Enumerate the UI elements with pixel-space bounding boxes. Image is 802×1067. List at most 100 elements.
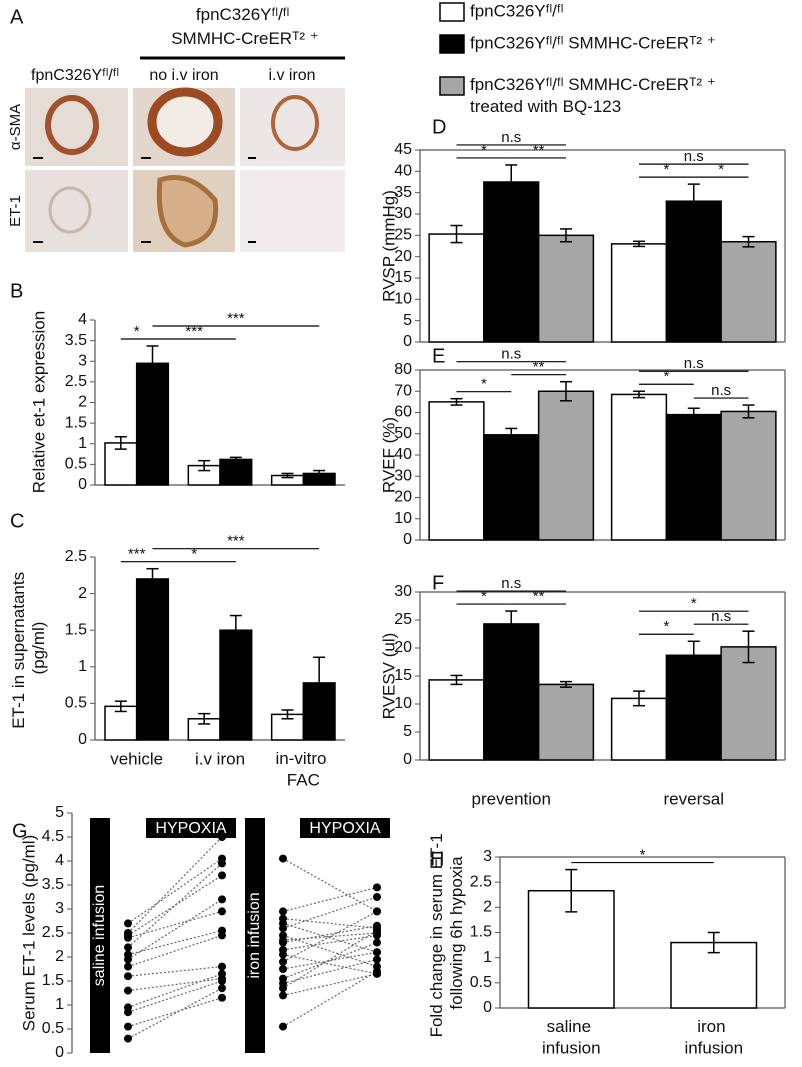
bar <box>610 243 668 343</box>
error-bar <box>450 674 463 686</box>
error-bar <box>114 700 127 713</box>
y-axis-title: Fold change in serum ET-1 following 6h h… <box>427 829 466 1038</box>
y-tick-label: 10 <box>394 510 412 527</box>
point <box>373 938 381 947</box>
y-tick-label: 20 <box>394 639 412 656</box>
legend-label: fpnC326Yᶠˡ/ᶠˡ <box>470 1 563 20</box>
y-tick-label: 1.5 <box>65 621 87 638</box>
error-bar <box>198 712 211 725</box>
point <box>218 993 226 1002</box>
point <box>218 833 226 841</box>
point <box>218 962 226 971</box>
pair-line <box>282 910 378 963</box>
y-axis-title: ET-1 in supernatants (pg/ml) <box>9 567 48 729</box>
point <box>279 991 287 1000</box>
bar <box>720 646 777 761</box>
panel-label: E <box>432 345 445 367</box>
error-bar <box>450 397 463 406</box>
column-label: i.v iron <box>268 67 315 84</box>
significance-label: * <box>691 595 697 612</box>
micrograph <box>240 170 345 252</box>
point <box>218 977 226 985</box>
error-bar <box>633 690 645 707</box>
significance-label: n.s <box>711 608 731 625</box>
micrograph <box>25 170 128 252</box>
error-bar <box>313 656 326 710</box>
group-label: iron infusion <box>246 892 263 978</box>
error-bar <box>198 459 211 472</box>
condition-box <box>300 818 390 838</box>
point <box>373 883 381 892</box>
y-axis-title: RVSP (mmHg) <box>379 190 398 302</box>
y-tick-label: 0 <box>78 731 87 748</box>
y-tick-label: 10 <box>394 695 412 712</box>
point <box>373 893 381 901</box>
point <box>218 859 226 868</box>
micrograph <box>240 88 345 166</box>
pair-line <box>127 980 223 1013</box>
significance-label: *** <box>128 546 146 563</box>
bar <box>537 234 595 343</box>
pair-line <box>127 973 223 1008</box>
pair-line <box>127 910 223 939</box>
y-tick-label: 1.5 <box>65 414 87 431</box>
row-label: α-SMA <box>7 104 24 150</box>
error-bar <box>687 407 700 422</box>
significance-label: *** <box>185 323 203 340</box>
pair-line <box>127 978 223 992</box>
y-tick-label: 0.5 <box>65 456 87 473</box>
bar <box>537 390 595 541</box>
column-label: no i.v iron <box>149 67 218 84</box>
point <box>218 907 226 916</box>
y-axis-title: Serum ET-1 levels (pg/ml) <box>19 835 38 1032</box>
condition-box <box>146 818 236 838</box>
significance-label: n.s <box>501 575 521 592</box>
error-bar <box>229 456 242 463</box>
error-bar <box>313 469 326 478</box>
error-bar <box>281 709 294 720</box>
y-axis-title: Relative et-1 expression <box>29 311 48 493</box>
group-bar <box>90 818 110 1053</box>
y-tick-label: 15 <box>394 667 412 684</box>
y-tick-label: 35 <box>394 184 412 201</box>
y-tick-label: 0 <box>403 531 412 548</box>
point <box>124 933 132 942</box>
scale-bars <box>33 157 256 243</box>
bar <box>428 233 485 343</box>
bar <box>537 683 595 761</box>
point <box>124 986 132 995</box>
y-tick-label: 40 <box>394 446 412 463</box>
significance-label: * <box>718 161 724 178</box>
y-tick-label: 2 <box>78 585 87 602</box>
point <box>373 948 381 957</box>
row-label: ET-1 <box>7 195 24 227</box>
y-tick-label: 5 <box>403 312 412 329</box>
y-tick-label: 3.5 <box>42 876 64 893</box>
micrographs <box>25 56 345 252</box>
error-bar <box>560 680 572 688</box>
bar <box>219 629 253 741</box>
y-tick-label: 1.5 <box>470 924 492 941</box>
point <box>373 967 381 976</box>
pair-line <box>127 858 223 924</box>
y-axis-title: RVEF (%) <box>379 417 398 493</box>
legend-swatch <box>439 2 465 22</box>
pair-line <box>127 966 223 977</box>
point <box>279 854 287 863</box>
y-tick-label: 0.5 <box>42 1020 64 1037</box>
y-tick-label: 45 <box>394 141 412 158</box>
point <box>373 955 381 964</box>
panel-label: F <box>432 572 444 594</box>
vessel <box>45 95 99 155</box>
x-tick-label: prevention <box>472 789 551 808</box>
y-tick-label: 1 <box>483 949 492 966</box>
y-tick-label: 2.5 <box>65 548 87 565</box>
y-tick-label: 0.5 <box>470 974 492 991</box>
group-label: saline infusion <box>91 885 108 986</box>
y-tick-label: 40 <box>394 163 412 180</box>
y-tick-label: 2.5 <box>42 924 64 941</box>
error-bar <box>146 567 159 590</box>
point <box>373 907 381 916</box>
y-tick-label: 25 <box>394 227 412 244</box>
